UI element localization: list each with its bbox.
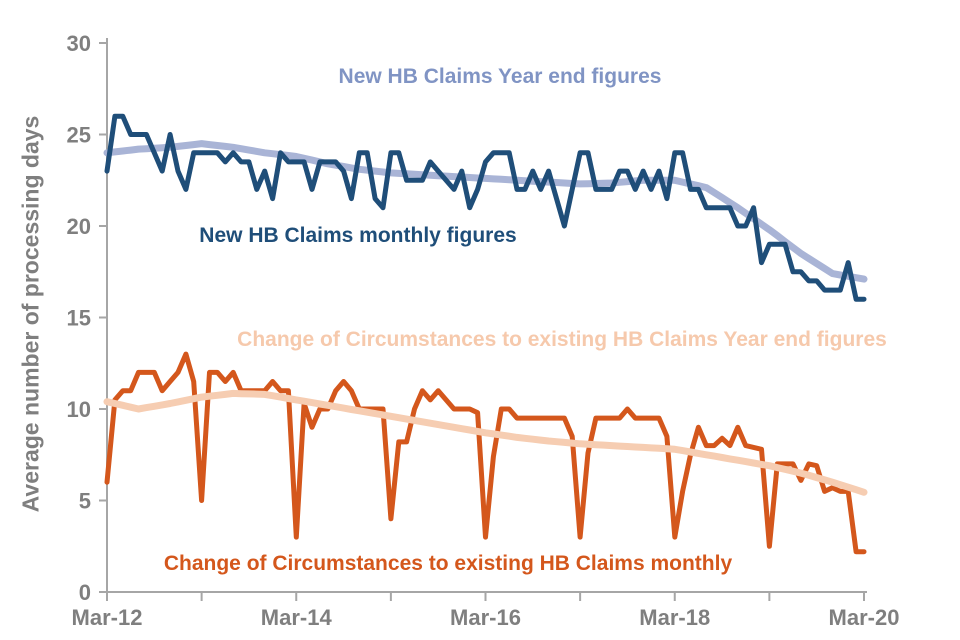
y-tick-label-0: 0 <box>79 580 91 605</box>
series-label-new-hb-monthly: New HB Claims monthly figures <box>199 224 517 247</box>
x-tick-label-Mar-14: Mar-14 <box>261 605 333 630</box>
x-tick-label-Mar-20: Mar-20 <box>829 605 900 630</box>
series-label-new-hb-year-end: New HB Claims Year end figures <box>338 65 662 88</box>
series-line-new-hb-monthly <box>104 113 867 302</box>
y-axis-title: Average number of processing days <box>17 115 44 513</box>
series-line-coc-year-end <box>103 389 868 496</box>
series-line-coc-monthly <box>104 351 867 555</box>
x-tick-label-Mar-16: Mar-16 <box>450 605 521 630</box>
series-line-new-hb-year-end <box>103 140 868 283</box>
y-tick-label-10: 10 <box>67 397 91 422</box>
y-tick-label-20: 20 <box>67 214 91 239</box>
y-tick-label-5: 5 <box>79 489 91 514</box>
x-tick-label-Mar-12: Mar-12 <box>72 605 143 630</box>
y-tick-label-25: 25 <box>67 123 91 148</box>
y-tick-label-30: 30 <box>67 31 91 56</box>
series-label-coc-monthly: Change of Circumstances to existing HB C… <box>163 552 733 575</box>
y-tick-label-15: 15 <box>67 306 91 331</box>
series-label-coc-year-end: Change of Circumstances to existing HB C… <box>237 328 887 351</box>
x-tick-label-Mar-18: Mar-18 <box>639 605 710 630</box>
